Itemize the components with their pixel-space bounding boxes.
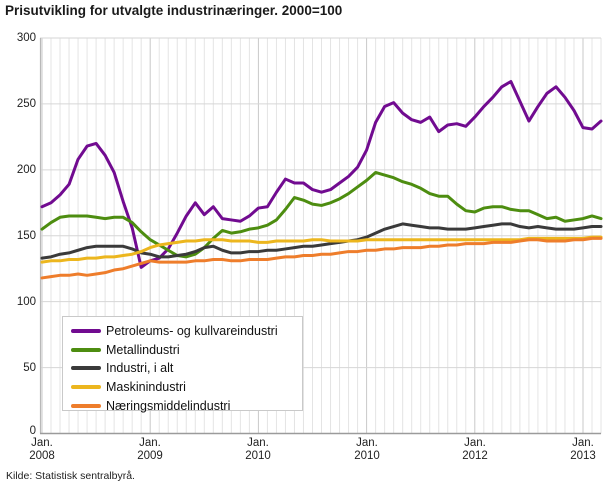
- legend-label: Petroleums- og kullvareindustri: [106, 324, 278, 339]
- series-line-næringsmiddelindustri: [40, 236, 603, 280]
- y-tick-label: 250: [16, 98, 36, 110]
- x-tick-label: Jan. 2013: [570, 437, 596, 462]
- series-line-maskinindustri: [40, 235, 603, 264]
- series-line-industri-i-alt: [40, 222, 603, 260]
- y-tick-label: 100: [16, 296, 36, 308]
- legend-label: Næringsmiddelindustri: [106, 398, 231, 413]
- legend-item: Industri, i alt: [71, 359, 302, 378]
- legend-line-swatch: [71, 329, 101, 334]
- x-tick-label: Jan. 2008: [29, 437, 55, 462]
- x-tick-label: Jan. 2009: [137, 437, 163, 462]
- x-tick-label: Jan. 2010: [354, 437, 380, 462]
- legend-label: Metallindustri: [106, 342, 180, 357]
- y-tick-label: 0: [29, 425, 36, 437]
- legend: Petroleums- og kullvareindustri Metallin…: [62, 316, 303, 413]
- series-line-metallindustri: [40, 170, 603, 259]
- series-line-petroleums-og-kullvareindustri: [40, 80, 603, 269]
- legend-line-swatch: [71, 403, 101, 408]
- legend-item: Metallindustri: [71, 341, 302, 360]
- y-tick-label: 200: [16, 164, 36, 176]
- y-tick-label: 300: [16, 32, 36, 44]
- y-tick-label: 50: [23, 362, 36, 374]
- legend-label: Maskinindustri: [106, 380, 186, 395]
- source-note: Kilde: Statistisk sentralbyrå.: [6, 470, 135, 482]
- legend-line-swatch: [71, 385, 101, 390]
- legend-line-swatch: [71, 347, 101, 352]
- legend-line-swatch: [71, 366, 101, 371]
- legend-item: Maskinindustri: [71, 378, 302, 397]
- legend-item: Næringsmiddelindustri: [71, 396, 302, 415]
- x-tick-label: Jan. 2012: [462, 437, 488, 462]
- legend-item: Petroleums- og kullvareindustri: [71, 322, 302, 341]
- y-tick-label: 150: [16, 230, 36, 242]
- x-tick-label: Jan. 2010: [245, 437, 271, 462]
- chart-title: Prisutvikling for utvalgte industrinærin…: [5, 3, 343, 18]
- legend-label: Industri, i alt: [106, 361, 174, 376]
